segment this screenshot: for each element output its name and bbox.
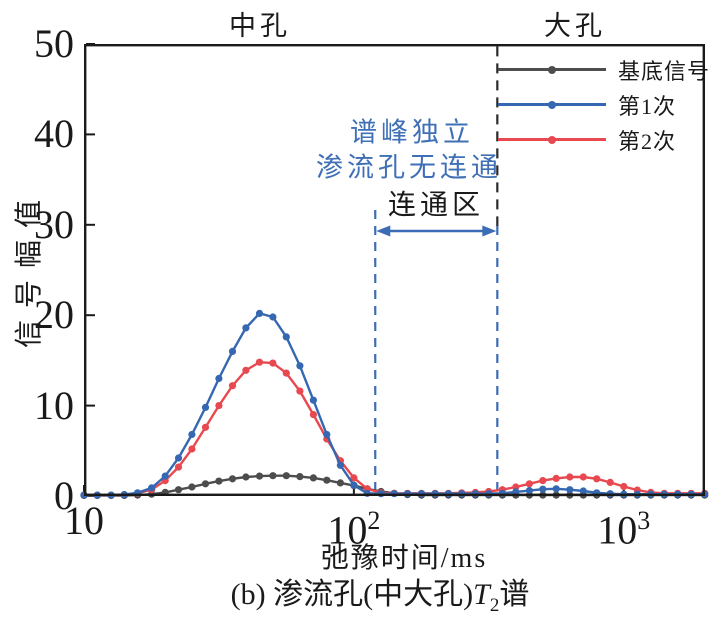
data-point [269, 472, 277, 480]
arrow-head-left-icon [376, 225, 391, 237]
data-point [255, 472, 264, 480]
caption-variable: T [473, 578, 490, 611]
legend-dot-icon [548, 100, 557, 109]
data-point [174, 454, 183, 462]
legend-marker [498, 99, 606, 111]
x-tick-label: 103 [597, 506, 651, 553]
data-point [242, 473, 250, 481]
data-point [620, 482, 628, 491]
data-point [174, 463, 183, 471]
data-point [350, 474, 358, 482]
plot-area [80, 43, 709, 500]
data-point [336, 461, 344, 469]
data-point [593, 475, 601, 483]
legend-item-label: 第1次 [618, 93, 677, 119]
data-point [188, 445, 196, 453]
annotation-no-connection: 渗流孔无连通 [316, 152, 502, 183]
data-point [255, 358, 264, 366]
x-axis-title: 弛豫时间/ms [320, 543, 488, 574]
data-point [336, 479, 344, 487]
connected-zone-label: 连通区 [387, 190, 485, 221]
data-point [148, 484, 156, 492]
data-point [242, 366, 250, 374]
y-tick-label: 20 [34, 292, 74, 338]
legend-marker [498, 134, 606, 146]
data-point [539, 477, 547, 485]
annotation-peak-independent: 谱峰独立 [350, 117, 474, 148]
data-point [201, 403, 210, 411]
data-point [174, 486, 183, 494]
data-point [552, 474, 560, 482]
y-tick-label: 10 [34, 382, 74, 428]
data-point [309, 474, 317, 482]
legend-dot-icon [548, 135, 557, 144]
arrow-head-right-icon [482, 225, 497, 237]
plot-frame [84, 44, 705, 497]
legend-marker [498, 64, 606, 76]
data-point [539, 485, 547, 493]
data-point [282, 333, 290, 341]
y-tick-label: 40 [34, 111, 74, 157]
data-point [201, 423, 210, 431]
data-point [606, 478, 614, 486]
data-point [525, 487, 533, 495]
legend-item-label: 基底信号 [618, 58, 711, 84]
data-point [566, 473, 574, 481]
region-label-mesopore: 中孔 [229, 11, 291, 41]
data-point [161, 472, 169, 480]
data-point [255, 309, 264, 317]
data-point [323, 430, 331, 439]
data-point [228, 382, 237, 390]
data-point [579, 487, 587, 495]
data-point [188, 430, 196, 439]
region-label-macropore: 大孔 [544, 11, 606, 41]
data-point [309, 411, 317, 419]
data-point [215, 477, 223, 485]
plot-canvas [80, 43, 709, 500]
data-point [201, 480, 210, 488]
data-point [552, 485, 560, 493]
data-point [228, 475, 237, 483]
y-tick-label: 30 [34, 201, 74, 247]
y-tick-label: 0 [54, 473, 74, 518]
data-point [525, 480, 533, 488]
caption-suffix: 谱 [499, 578, 530, 611]
data-point [323, 476, 331, 484]
legend: 基底信号第1次第2次 [498, 52, 710, 157]
data-point [215, 402, 223, 410]
series-line-2 [84, 360, 705, 497]
data-point [282, 369, 290, 377]
legend-item: 第1次 [498, 87, 710, 122]
data-point [296, 362, 304, 370]
x-tick-label: 102 [327, 506, 381, 553]
legend-dot-icon [548, 65, 557, 74]
data-point [269, 313, 277, 321]
data-point [188, 483, 196, 491]
data-point [228, 347, 237, 355]
data-point [215, 374, 223, 383]
data-point [296, 473, 304, 481]
legend-item-label: 第2次 [618, 128, 677, 154]
data-point [269, 359, 277, 367]
x-tick-label: 10 [64, 498, 104, 543]
data-point [296, 387, 304, 395]
caption-prefix: (b) 渗流孔(中大孔) [230, 578, 474, 611]
data-point [242, 324, 250, 332]
data-point [282, 472, 290, 480]
data-point [566, 486, 574, 494]
legend-item: 基底信号 [498, 52, 710, 87]
caption-subscript: 2 [489, 595, 500, 616]
figure-caption: (b) 渗流孔(中大孔)T2谱 [231, 569, 530, 617]
legend-item: 第2次 [498, 122, 710, 157]
data-point [309, 396, 317, 404]
data-point [579, 473, 587, 481]
data-point [350, 481, 358, 489]
y-tick-label: 50 [34, 21, 74, 66]
